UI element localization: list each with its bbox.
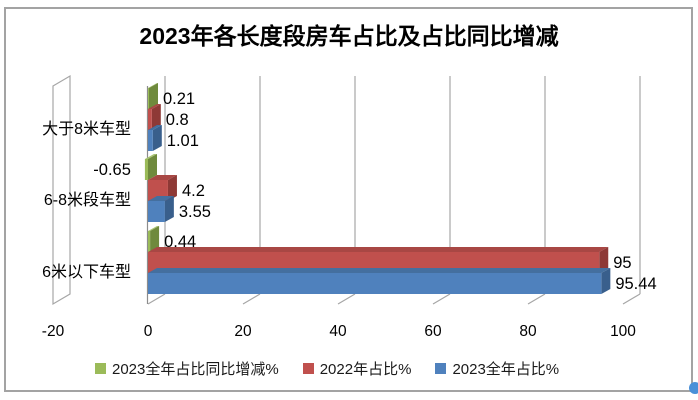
bar-value-label: 3.55 (179, 203, 211, 221)
floor-tick (337, 293, 356, 305)
bar (148, 109, 152, 130)
bar (148, 180, 168, 201)
bar (148, 252, 600, 273)
bar-top-face (148, 226, 160, 231)
bar-value-label: 0.44 (164, 233, 196, 251)
bar-value-label: -0.65 (93, 161, 131, 179)
legend: 2023全年占比同比增减% 2022年占比% 2023全年占比% (95, 358, 559, 379)
bar (148, 201, 165, 222)
bar-top-face (148, 175, 177, 180)
floor-tick (432, 293, 451, 305)
side-wall (52, 74, 71, 306)
bar-value-label: 95 (613, 254, 631, 272)
legend-swatch-blue (435, 363, 447, 374)
floor-tick (147, 293, 166, 305)
bar-side-face (150, 226, 160, 252)
chart-frame (4, 7, 693, 392)
corner-marker (689, 382, 698, 394)
bar (148, 231, 151, 252)
bar-top-face (148, 104, 161, 109)
x-tick-label: 80 (519, 323, 537, 340)
bar (148, 88, 149, 109)
floor-tick (242, 293, 261, 305)
x-tick-label: -20 (42, 323, 65, 340)
bar-value-label: 4.2 (182, 182, 205, 200)
x-tick-label: 40 (329, 323, 347, 340)
bar-side-face (152, 125, 162, 151)
bar-side-face (149, 83, 158, 109)
bar (144, 159, 148, 180)
bar (148, 130, 153, 151)
bar-side-face (599, 247, 609, 273)
category-label: 6米以下车型 (42, 263, 131, 281)
floor-tick (527, 293, 546, 305)
bar-side-face (601, 268, 611, 294)
legend-item-yoy-change: 2023全年占比同比增减% (95, 358, 279, 379)
legend-swatch-red (302, 363, 314, 374)
bar (148, 273, 602, 294)
bar-value-label: 0.8 (166, 111, 189, 129)
bar-value-label: 1.01 (167, 132, 199, 150)
bar-side-face (148, 154, 157, 180)
category-label: 大于8米车型 (42, 120, 131, 138)
category-label: 6-8米段车型 (44, 191, 131, 209)
bar-side-face (167, 175, 177, 201)
chart-title: 2023年各长度段房车占比及占比同比增减 (139, 23, 559, 49)
x-tick-label: 100 (610, 323, 636, 340)
bar-value-label: 95.44 (615, 275, 656, 293)
bar-value-label: 0.21 (163, 90, 195, 108)
bar-top-face (144, 154, 157, 159)
legend-label-2023-share: 2023全年占比% (452, 361, 560, 378)
bar-top-face (148, 247, 609, 252)
bar-top-face (148, 268, 611, 273)
legend-item-2023-share: 2023全年占比% (435, 358, 559, 379)
legend-swatch-green (95, 363, 106, 374)
bar-top-face (148, 83, 158, 88)
bar-side-face (164, 196, 174, 222)
legend-item-2022-share: 2022年占比% (302, 358, 412, 379)
x-tick-label: 20 (234, 323, 252, 340)
legend-label-yoy-change: 2023全年占比同比增减% (112, 361, 279, 378)
bar-top-face (148, 125, 162, 130)
floor-tick (622, 293, 641, 305)
bar-top-face (148, 196, 174, 201)
x-tick-label: 0 (144, 323, 153, 340)
legend-label-2022-share: 2022年占比% (319, 361, 412, 378)
x-tick-label: 60 (424, 323, 442, 340)
bar-side-face (151, 104, 161, 130)
